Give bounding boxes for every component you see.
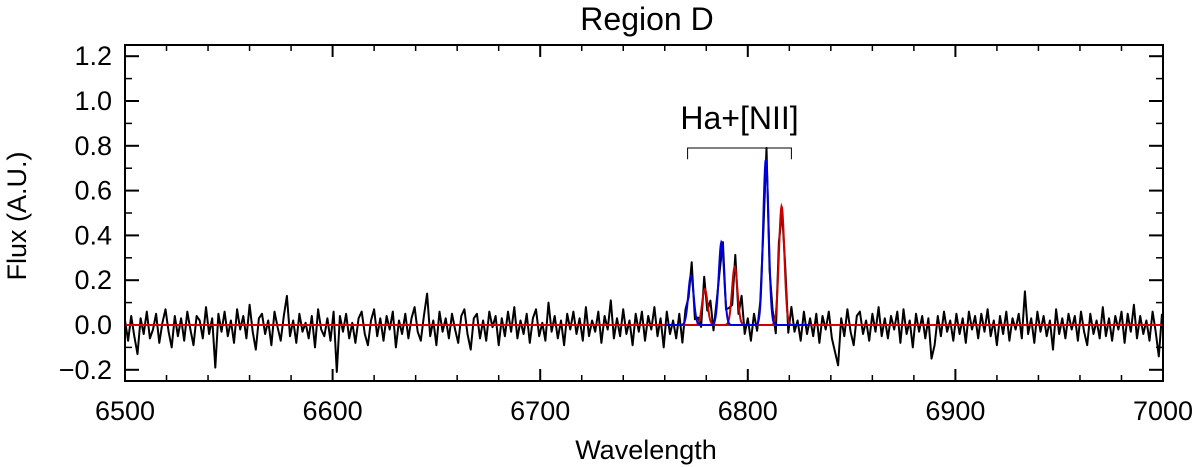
x-axis-label: Wavelength — [575, 435, 717, 465]
x-tick-label: 6900 — [925, 396, 985, 426]
y-axis-label: Flux (A.U.) — [2, 151, 32, 280]
x-tick-label: 7000 — [1133, 396, 1193, 426]
plot-frame — [124, 44, 1164, 382]
y-tick-label: 0.4 — [74, 220, 112, 250]
annotation-label: Ha+[NII] — [680, 100, 798, 136]
y-tick-label: 1.2 — [74, 41, 112, 71]
series-lines — [124, 146, 1163, 373]
y-tick-label: −0.2 — [59, 355, 112, 385]
x-tick-label: 6500 — [95, 396, 155, 426]
axis-ticks: 6500 6600 6700 6800 6900 7000 −0.2 0.0 0.2 0.4 0.6… — [59, 41, 1193, 426]
y-tick-label: 1.0 — [74, 86, 112, 116]
observed-spectrum-line — [124, 146, 1163, 373]
fit-component-red-line — [664, 202, 811, 326]
chart-title: Region D — [580, 1, 713, 37]
y-tick-label: 0.2 — [74, 265, 112, 295]
y-tick-label: 0.8 — [74, 131, 112, 161]
x-tick-label: 6700 — [510, 396, 570, 426]
y-tick-label: 0.0 — [74, 310, 112, 340]
x-tick-label: 6600 — [303, 396, 363, 426]
annotation-group: Ha+[NII] — [680, 100, 799, 160]
x-tick-label: 6800 — [718, 396, 778, 426]
annotation-bracket — [687, 147, 792, 160]
fit-component-blue-line — [664, 159, 811, 326]
y-tick-label: 0.6 — [74, 176, 112, 206]
